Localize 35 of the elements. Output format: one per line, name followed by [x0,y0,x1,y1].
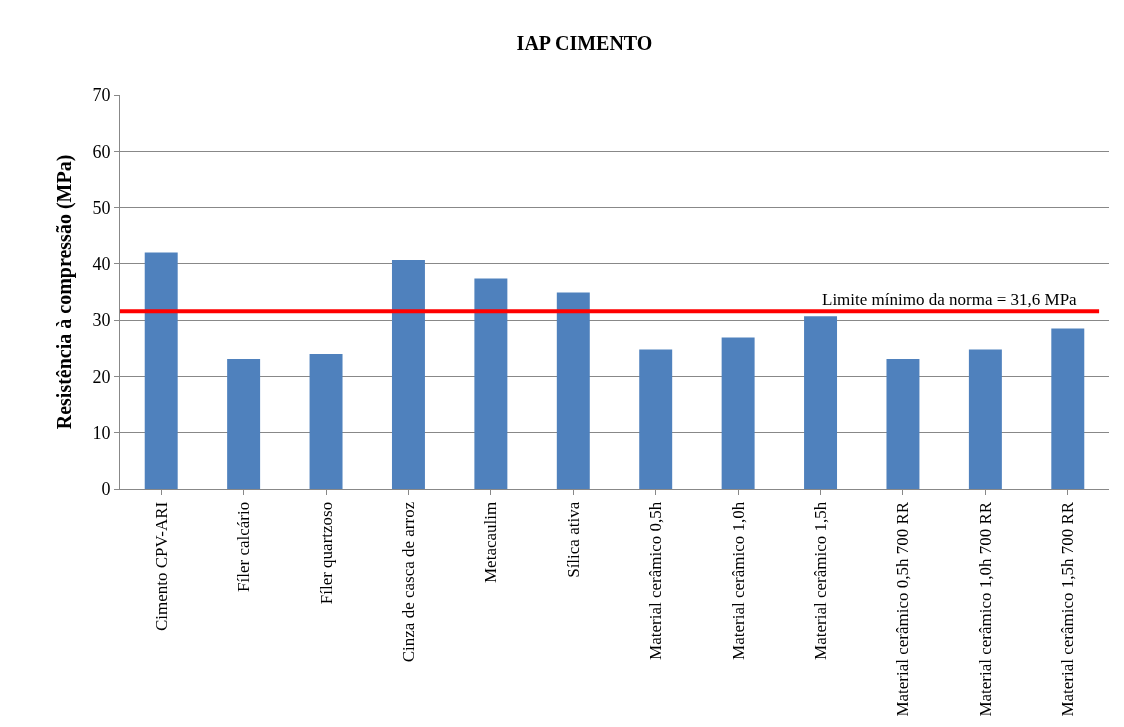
x-tick-label: Cinza de casca de arroz [398,501,418,663]
x-tick-label: Material cerâmico 1,5h 700 RR [1058,501,1078,717]
bar [721,337,755,489]
bar [144,252,178,489]
x-tick-label: Material cerâmico 1,0h [728,501,748,660]
bar [968,349,1002,489]
y-tick-label: 10 [92,423,111,444]
ref-line-label: Limite mínimo da norma = 31,6 MPa [822,290,1078,309]
x-tick-label: Metacaulim [481,501,501,583]
y-tick-label: 70 [92,85,111,106]
bar [639,349,673,489]
chart-title: IAP CIMENTO [516,32,653,55]
x-tick-label: Sílica ativa [563,501,583,578]
x-tick-label: Fíler calcário [234,501,254,592]
bar [474,278,508,489]
bar [804,316,838,489]
bar [1051,328,1085,489]
bar [556,292,590,489]
y-axis-title: Resistência à compressão (MPa) [52,154,76,430]
x-tick-label: Material cerâmico 1,5h [811,501,831,660]
x-tick-label: Material cerâmico 1,0h 700 RR [975,501,995,717]
y-tick-label: 60 [92,141,111,162]
y-tick-label: 30 [92,310,111,331]
y-tick-label: 0 [101,479,111,500]
bar [309,353,343,489]
x-tick-label: Fíler quartzoso [316,501,336,605]
x-tick-label: Material cerâmico 0,5h 700 RR [893,501,913,717]
x-tick-label: Cimento CPV-ARI [151,501,171,632]
bar [391,259,425,489]
x-tick-label: Material cerâmico 0,5h [646,501,666,660]
bar [886,358,920,489]
y-tick-label: 50 [92,197,111,218]
y-tick-label: 40 [92,254,111,275]
y-tick-label: 20 [92,366,111,387]
bar [227,358,261,489]
